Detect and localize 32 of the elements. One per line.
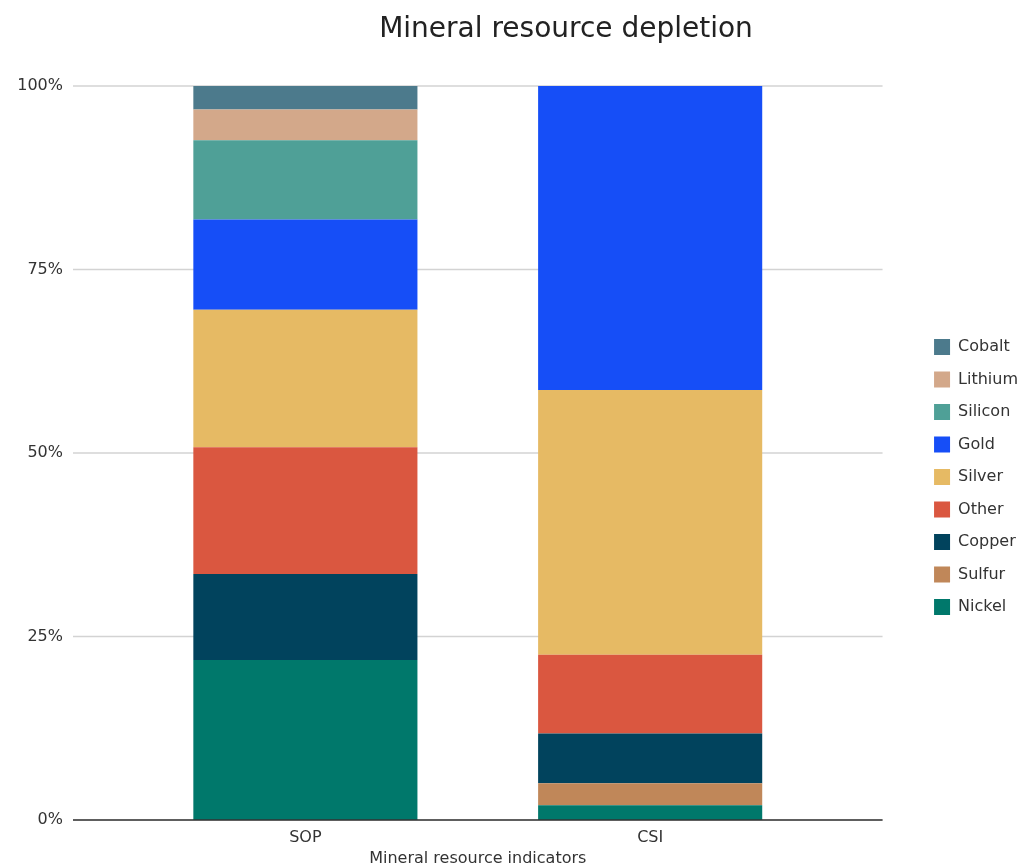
legend-label: Gold: [958, 433, 995, 453]
bar: [193, 219, 418, 310]
y-tick-label: 100%: [17, 75, 63, 95]
bar: [538, 805, 763, 820]
x-axis-title: Mineral resource indicators: [369, 847, 587, 867]
bar: [193, 309, 418, 448]
bar: [538, 733, 763, 784]
x-tick-label: SOP: [289, 826, 322, 846]
bar: [538, 654, 763, 734]
y-tick-label: 50%: [27, 442, 63, 462]
legend-label: Cobalt: [958, 336, 1010, 356]
bar: [193, 659, 418, 820]
legend-label: Silicon: [958, 401, 1011, 421]
bar: [193, 140, 418, 220]
y-tick-label: 25%: [27, 625, 63, 645]
legend-label: Silver: [958, 466, 1004, 486]
bar: [193, 574, 418, 660]
x-tick-label: CSI: [637, 826, 664, 846]
legend-label: Lithium: [958, 368, 1019, 388]
chart-title: Mineral resource depletion: [378, 10, 754, 46]
bar: [538, 86, 763, 390]
y-tick-label: 0%: [37, 809, 63, 829]
y-tick-label: 75%: [27, 258, 63, 278]
legend-label: Other: [958, 498, 1004, 518]
bar: [538, 783, 763, 806]
bar: [193, 86, 418, 110]
legend-label: Sulfur: [958, 563, 1006, 583]
legend-label: Copper: [958, 531, 1017, 551]
bar: [193, 447, 418, 575]
bar: [538, 389, 763, 655]
legend-label: Nickel: [958, 596, 1007, 616]
bar: [193, 109, 418, 141]
